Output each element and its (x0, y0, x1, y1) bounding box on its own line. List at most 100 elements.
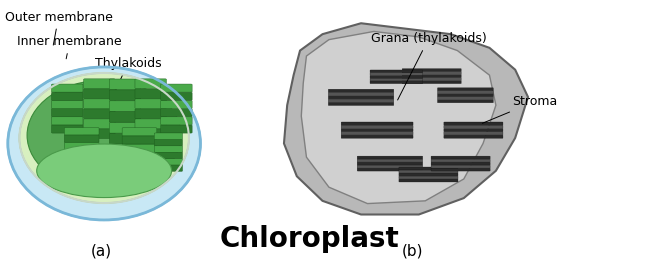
Text: Grana (thylakoids): Grana (thylakoids) (371, 32, 486, 100)
FancyBboxPatch shape (154, 158, 183, 165)
FancyBboxPatch shape (64, 135, 99, 142)
FancyBboxPatch shape (437, 100, 493, 103)
FancyBboxPatch shape (64, 128, 99, 135)
FancyBboxPatch shape (431, 162, 490, 165)
FancyBboxPatch shape (122, 169, 157, 177)
FancyBboxPatch shape (370, 75, 422, 78)
FancyBboxPatch shape (122, 161, 157, 169)
FancyBboxPatch shape (109, 79, 141, 89)
FancyBboxPatch shape (122, 144, 157, 152)
FancyBboxPatch shape (437, 94, 493, 97)
Ellipse shape (37, 144, 172, 198)
FancyBboxPatch shape (437, 88, 493, 91)
FancyBboxPatch shape (328, 89, 394, 92)
FancyBboxPatch shape (437, 97, 493, 100)
FancyBboxPatch shape (328, 102, 394, 105)
FancyBboxPatch shape (84, 79, 115, 88)
FancyBboxPatch shape (437, 91, 493, 94)
FancyBboxPatch shape (161, 100, 192, 108)
FancyBboxPatch shape (402, 78, 461, 81)
FancyBboxPatch shape (370, 81, 422, 84)
FancyBboxPatch shape (122, 136, 157, 144)
FancyBboxPatch shape (154, 146, 183, 152)
FancyBboxPatch shape (431, 168, 490, 171)
FancyBboxPatch shape (370, 73, 422, 75)
FancyBboxPatch shape (64, 157, 99, 164)
FancyBboxPatch shape (161, 109, 192, 117)
FancyBboxPatch shape (341, 132, 413, 135)
Text: Thylakoids: Thylakoids (95, 57, 161, 92)
FancyBboxPatch shape (109, 101, 141, 111)
FancyBboxPatch shape (341, 122, 413, 125)
FancyBboxPatch shape (444, 132, 503, 135)
FancyBboxPatch shape (399, 167, 458, 170)
FancyBboxPatch shape (357, 168, 422, 171)
FancyBboxPatch shape (52, 92, 83, 100)
FancyBboxPatch shape (357, 162, 422, 165)
Text: Outer membrane: Outer membrane (5, 10, 112, 45)
FancyBboxPatch shape (84, 89, 115, 99)
FancyBboxPatch shape (161, 92, 192, 100)
FancyBboxPatch shape (109, 112, 141, 122)
FancyBboxPatch shape (84, 119, 115, 129)
Ellipse shape (27, 80, 181, 190)
FancyBboxPatch shape (402, 75, 461, 78)
FancyBboxPatch shape (52, 117, 83, 125)
FancyBboxPatch shape (341, 129, 413, 132)
FancyBboxPatch shape (109, 123, 141, 133)
FancyBboxPatch shape (122, 152, 157, 160)
FancyBboxPatch shape (109, 90, 141, 100)
FancyBboxPatch shape (64, 150, 99, 157)
FancyBboxPatch shape (52, 109, 83, 117)
FancyBboxPatch shape (399, 179, 458, 182)
FancyBboxPatch shape (444, 129, 503, 132)
FancyBboxPatch shape (357, 165, 422, 168)
Text: (b): (b) (402, 243, 423, 258)
FancyBboxPatch shape (64, 164, 99, 171)
FancyBboxPatch shape (52, 100, 83, 108)
FancyBboxPatch shape (357, 159, 422, 162)
FancyBboxPatch shape (135, 119, 166, 129)
FancyBboxPatch shape (402, 72, 461, 75)
FancyBboxPatch shape (154, 139, 183, 146)
FancyBboxPatch shape (431, 156, 490, 159)
FancyBboxPatch shape (64, 142, 99, 150)
FancyBboxPatch shape (341, 135, 413, 138)
FancyBboxPatch shape (52, 84, 83, 92)
FancyBboxPatch shape (370, 78, 422, 81)
Text: (a): (a) (90, 243, 112, 258)
Text: Inner membrane: Inner membrane (17, 35, 122, 59)
FancyBboxPatch shape (161, 125, 192, 133)
FancyBboxPatch shape (154, 152, 183, 159)
Ellipse shape (8, 67, 201, 220)
FancyBboxPatch shape (109, 134, 141, 144)
FancyBboxPatch shape (399, 173, 458, 176)
FancyBboxPatch shape (135, 129, 166, 139)
FancyBboxPatch shape (135, 79, 166, 88)
FancyBboxPatch shape (154, 165, 183, 171)
FancyBboxPatch shape (444, 135, 503, 138)
Text: Chloroplast: Chloroplast (220, 225, 399, 253)
FancyBboxPatch shape (341, 125, 413, 128)
FancyBboxPatch shape (84, 99, 115, 108)
FancyBboxPatch shape (122, 128, 157, 136)
FancyBboxPatch shape (431, 165, 490, 168)
FancyBboxPatch shape (357, 156, 422, 159)
FancyBboxPatch shape (399, 176, 458, 179)
FancyBboxPatch shape (52, 125, 83, 133)
FancyBboxPatch shape (328, 92, 394, 96)
Text: Stroma: Stroma (482, 95, 557, 123)
FancyBboxPatch shape (135, 89, 166, 99)
PathPatch shape (301, 31, 496, 204)
FancyBboxPatch shape (135, 99, 166, 108)
FancyBboxPatch shape (161, 84, 192, 92)
FancyBboxPatch shape (328, 96, 394, 99)
FancyBboxPatch shape (84, 109, 115, 118)
FancyBboxPatch shape (431, 159, 490, 162)
FancyBboxPatch shape (444, 125, 503, 128)
FancyBboxPatch shape (135, 109, 166, 118)
FancyBboxPatch shape (84, 129, 115, 139)
Ellipse shape (19, 73, 189, 203)
FancyBboxPatch shape (154, 133, 183, 139)
FancyBboxPatch shape (370, 70, 422, 73)
